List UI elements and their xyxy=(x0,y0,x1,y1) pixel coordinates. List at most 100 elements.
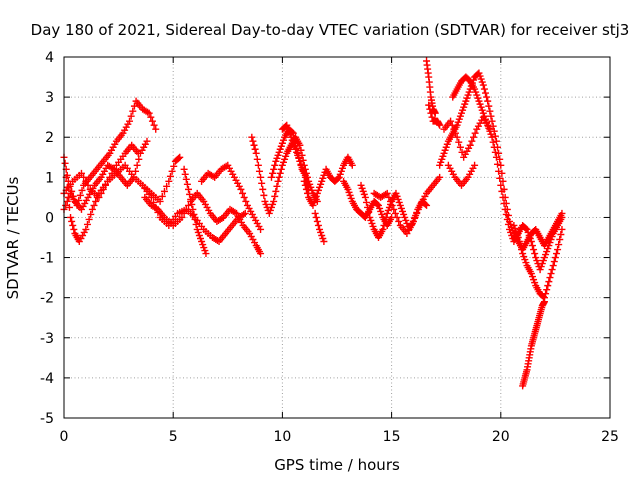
data-point xyxy=(312,213,320,221)
data-point xyxy=(82,177,90,185)
data-point xyxy=(254,161,262,169)
data-point xyxy=(178,213,186,221)
data-point xyxy=(515,238,523,246)
data-point xyxy=(552,250,560,258)
data-point xyxy=(259,185,267,193)
data-point xyxy=(154,208,162,216)
data-point xyxy=(189,205,197,213)
data-point xyxy=(134,149,142,157)
x-axis-label: GPS time / hours xyxy=(274,456,400,474)
data-point xyxy=(514,234,522,241)
data-point xyxy=(83,220,91,228)
data-point xyxy=(381,217,389,225)
data-point xyxy=(348,161,356,169)
data-point xyxy=(150,121,158,129)
data-point xyxy=(496,174,504,182)
data-point xyxy=(186,190,194,198)
data-point xyxy=(152,125,160,133)
data-point xyxy=(468,137,476,145)
data-point xyxy=(436,121,444,129)
data-point xyxy=(554,246,562,254)
data-point xyxy=(491,148,499,156)
data-point xyxy=(409,217,417,225)
data-point xyxy=(184,201,192,209)
data-point xyxy=(248,133,256,141)
data-point xyxy=(257,250,265,258)
data-point xyxy=(176,153,184,161)
data-points xyxy=(60,57,566,390)
x-tick-label: 15 xyxy=(383,429,401,445)
y-tick-label: -4 xyxy=(40,371,54,387)
data-point xyxy=(522,224,530,232)
data-point xyxy=(518,246,526,254)
y-tick-labels: -5 -4 -3 -2 -1 0 1 2 3 4 xyxy=(40,50,54,427)
data-point xyxy=(427,109,435,117)
data-point xyxy=(548,266,556,274)
data-point xyxy=(362,198,370,206)
data-point xyxy=(251,145,259,153)
data-point xyxy=(202,250,210,258)
data-point xyxy=(132,167,140,175)
data-point xyxy=(184,185,192,193)
data-point xyxy=(488,133,496,141)
data-point xyxy=(470,133,477,141)
data-point xyxy=(97,189,105,197)
data-point xyxy=(65,203,73,211)
data-point xyxy=(250,141,258,149)
data-point xyxy=(311,209,319,217)
y-tick-label: -2 xyxy=(40,291,54,307)
data-point xyxy=(252,149,260,157)
data-point xyxy=(451,129,459,137)
data-point xyxy=(239,189,247,197)
data-point xyxy=(152,203,160,211)
data-point xyxy=(289,129,297,137)
data-point xyxy=(260,191,268,199)
data-point xyxy=(527,238,535,246)
data-point xyxy=(192,220,200,228)
data-point xyxy=(61,159,69,167)
data-point xyxy=(158,192,166,200)
x-tick-labels: 0 5 10 15 20 25 xyxy=(60,429,619,445)
data-point xyxy=(385,193,393,201)
data-point xyxy=(85,215,93,223)
x-tick-label: 5 xyxy=(169,429,178,445)
data-point xyxy=(497,181,505,189)
data-point xyxy=(497,161,505,169)
data-point xyxy=(387,197,395,205)
x-tick-label: 0 xyxy=(60,429,69,445)
data-point xyxy=(156,197,164,205)
x-tick-label: 10 xyxy=(273,429,291,445)
data-point xyxy=(466,141,474,149)
data-point xyxy=(253,155,261,163)
data-point xyxy=(300,169,308,177)
data-point xyxy=(544,282,552,290)
data-point xyxy=(106,173,114,181)
data-point xyxy=(64,193,72,201)
data-point xyxy=(274,177,282,185)
data-point xyxy=(502,210,510,218)
data-point xyxy=(488,117,496,125)
data-point xyxy=(76,191,84,199)
data-point xyxy=(456,143,464,151)
data-point xyxy=(126,117,134,125)
data-point xyxy=(240,193,248,201)
data-point xyxy=(383,189,391,197)
y-tick-label: -1 xyxy=(40,251,54,267)
data-point xyxy=(423,201,431,209)
data-point xyxy=(549,262,557,270)
data-point xyxy=(181,170,189,178)
data-point xyxy=(313,217,321,225)
data-point xyxy=(543,286,551,294)
data-point xyxy=(188,200,196,208)
data-point xyxy=(170,162,178,170)
data-point xyxy=(301,173,309,181)
y-tick-label: -5 xyxy=(40,411,54,427)
data-point xyxy=(147,113,155,121)
grid-lines xyxy=(64,57,610,418)
data-point xyxy=(301,181,309,189)
data-point xyxy=(62,201,70,209)
data-point xyxy=(241,209,249,217)
data-point xyxy=(503,215,511,223)
y-tick-label: 4 xyxy=(45,50,54,66)
